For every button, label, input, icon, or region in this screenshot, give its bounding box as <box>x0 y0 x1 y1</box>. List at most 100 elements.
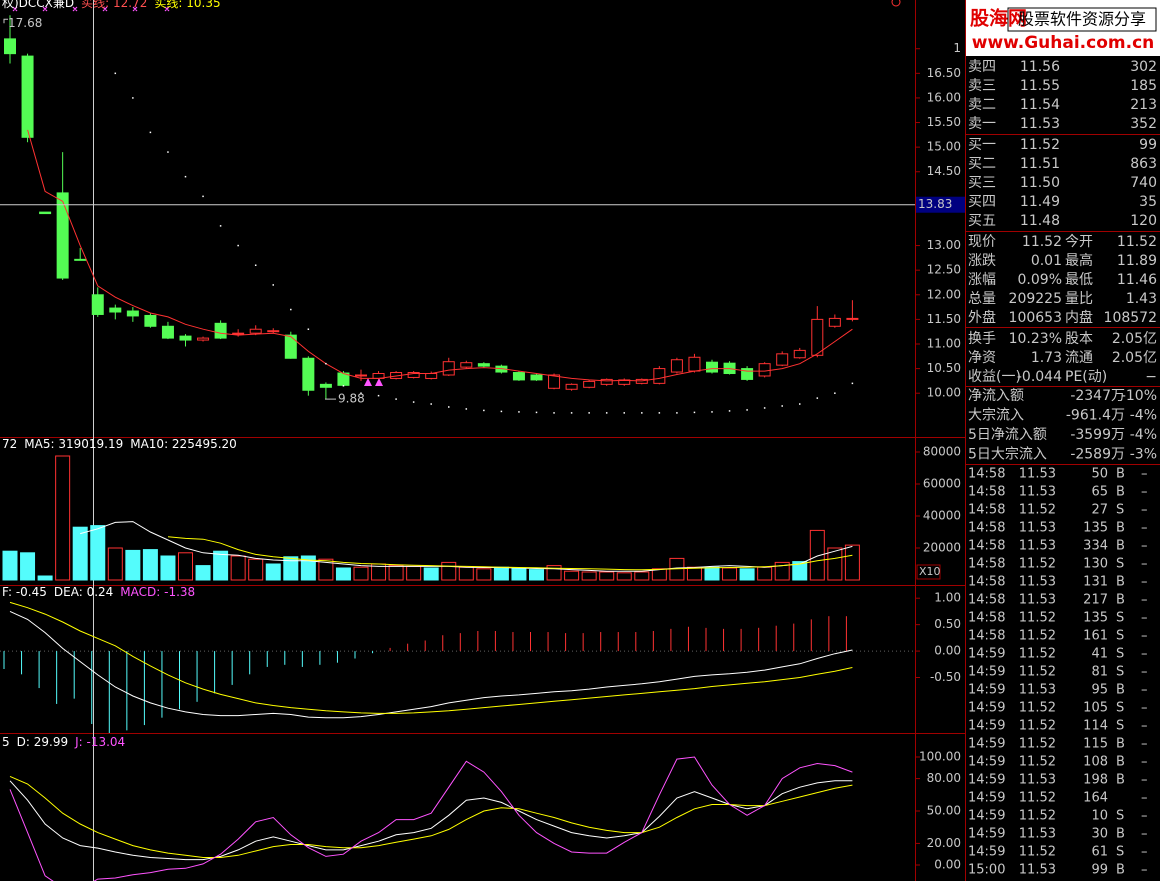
trade-side: B <box>1116 575 1125 590</box>
ma-dot <box>448 406 450 408</box>
stat-value: 11.52 <box>1117 234 1157 250</box>
candle-body <box>512 372 525 381</box>
trade-mark: – <box>1141 845 1148 860</box>
crosshair-label-box <box>916 196 965 213</box>
stat-value: 2.05亿 <box>1112 331 1157 347</box>
volume-bar <box>809 529 825 581</box>
candle-body <box>846 317 859 320</box>
ma-dot <box>307 328 310 330</box>
header-item: MA10: 225495.20 <box>130 437 237 451</box>
stat-value: 0.09% <box>1018 272 1062 288</box>
trade-price: 11.53 <box>1019 683 1056 698</box>
signal-marks <box>12 6 170 12</box>
volume-bar <box>406 565 422 581</box>
volume-bar <box>142 549 158 581</box>
trade-mark: – <box>1141 539 1148 554</box>
volume-bar <box>195 565 211 581</box>
trade-time: 14:59 <box>968 719 1005 734</box>
trade-price: 11.53 <box>1019 539 1056 554</box>
trade-mark: – <box>1141 557 1148 572</box>
volume-bar <box>353 566 369 581</box>
trade-price: 11.52 <box>1019 755 1056 770</box>
candle-body <box>688 356 701 372</box>
volume-bar <box>844 544 860 581</box>
volume-bar <box>318 558 334 581</box>
candle-body <box>811 318 824 356</box>
y-tick-label: 10.50 <box>927 361 961 375</box>
candle-body <box>758 363 771 377</box>
order-price: 11.52 <box>1020 137 1060 153</box>
trade-time: 14:58 <box>968 575 1005 590</box>
order-price: 11.56 <box>1020 59 1060 75</box>
trade-side: B <box>1116 827 1125 842</box>
ma-dot <box>114 72 117 75</box>
volume-bar <box>529 569 544 581</box>
stat-label: 流通 <box>1065 350 1093 366</box>
order-label: 买二 <box>968 156 996 172</box>
candle-body <box>232 332 245 335</box>
trade-volume: 41 <box>1091 647 1108 662</box>
trade-price: 11.52 <box>1019 629 1056 644</box>
trade-time: 14:58 <box>968 611 1005 626</box>
ma-dot <box>272 284 274 286</box>
candle-body <box>407 372 420 378</box>
volume-bar <box>651 568 667 581</box>
order-price: 11.54 <box>1020 97 1060 113</box>
corner-icon <box>891 0 901 7</box>
volume-bar <box>441 561 457 581</box>
logo-slogan: 股票软件资源分享 <box>1018 10 1146 29</box>
trade-mark: – <box>1141 611 1148 626</box>
logo-background <box>966 0 1160 56</box>
stat-label: 涨幅 <box>968 272 996 288</box>
trade-price: 11.53 <box>1019 827 1056 842</box>
candle-body <box>126 310 139 317</box>
ma-dot <box>202 195 204 198</box>
logo-name: 股海网 <box>970 7 1027 30</box>
trade-price: 11.53 <box>1019 863 1056 878</box>
signal-arrows <box>364 378 383 386</box>
candle-body <box>319 383 332 388</box>
candle-body <box>600 378 613 385</box>
flow-label: 大宗流入 <box>968 408 1024 424</box>
trade-volume: 135 <box>1083 611 1108 626</box>
trade-mark: – <box>1141 701 1148 716</box>
stat-label: 总量 <box>968 291 996 307</box>
stat-value: 1.73 <box>1031 350 1062 366</box>
header-item: 5 <box>2 735 10 749</box>
ma-dot <box>500 410 503 413</box>
candle-body <box>355 374 367 377</box>
unit-box <box>916 564 941 580</box>
order-volume: 99 <box>1139 137 1157 153</box>
trade-price: 11.52 <box>1019 701 1056 716</box>
trade-side: B <box>1116 863 1125 878</box>
ma-dot <box>219 225 222 227</box>
candle-body <box>4 38 16 55</box>
trade-price: 11.52 <box>1019 611 1056 626</box>
y-tick-label: 20000 <box>923 541 961 555</box>
order-volume: 863 <box>1130 156 1157 172</box>
candle-body <box>214 322 227 339</box>
ma-dot <box>728 410 731 412</box>
header-item: D: 29.99 <box>17 735 68 749</box>
trade-side: S <box>1116 557 1124 572</box>
candle-body <box>776 353 789 366</box>
trade-side: B <box>1116 773 1125 788</box>
trade-time: 14:59 <box>968 773 1005 788</box>
stat-value: -0.044 <box>1017 369 1062 385</box>
candle-body <box>442 361 455 376</box>
trade-time: 14:58 <box>968 539 1005 554</box>
kdj-line <box>9 775 853 858</box>
volume-bar <box>792 561 808 581</box>
volume-bar <box>423 567 439 581</box>
flow-label: 5日净流入额 <box>968 427 1047 443</box>
y-tick-label: 1 <box>953 41 961 55</box>
volume-bar <box>2 550 18 581</box>
trade-side: S <box>1116 629 1124 644</box>
trade-mark: – <box>1141 593 1148 608</box>
trade-side: B <box>1116 467 1125 482</box>
y-tick-label: 16.50 <box>927 66 961 80</box>
trade-time: 14:58 <box>968 467 1005 482</box>
ma-dot <box>658 412 661 414</box>
